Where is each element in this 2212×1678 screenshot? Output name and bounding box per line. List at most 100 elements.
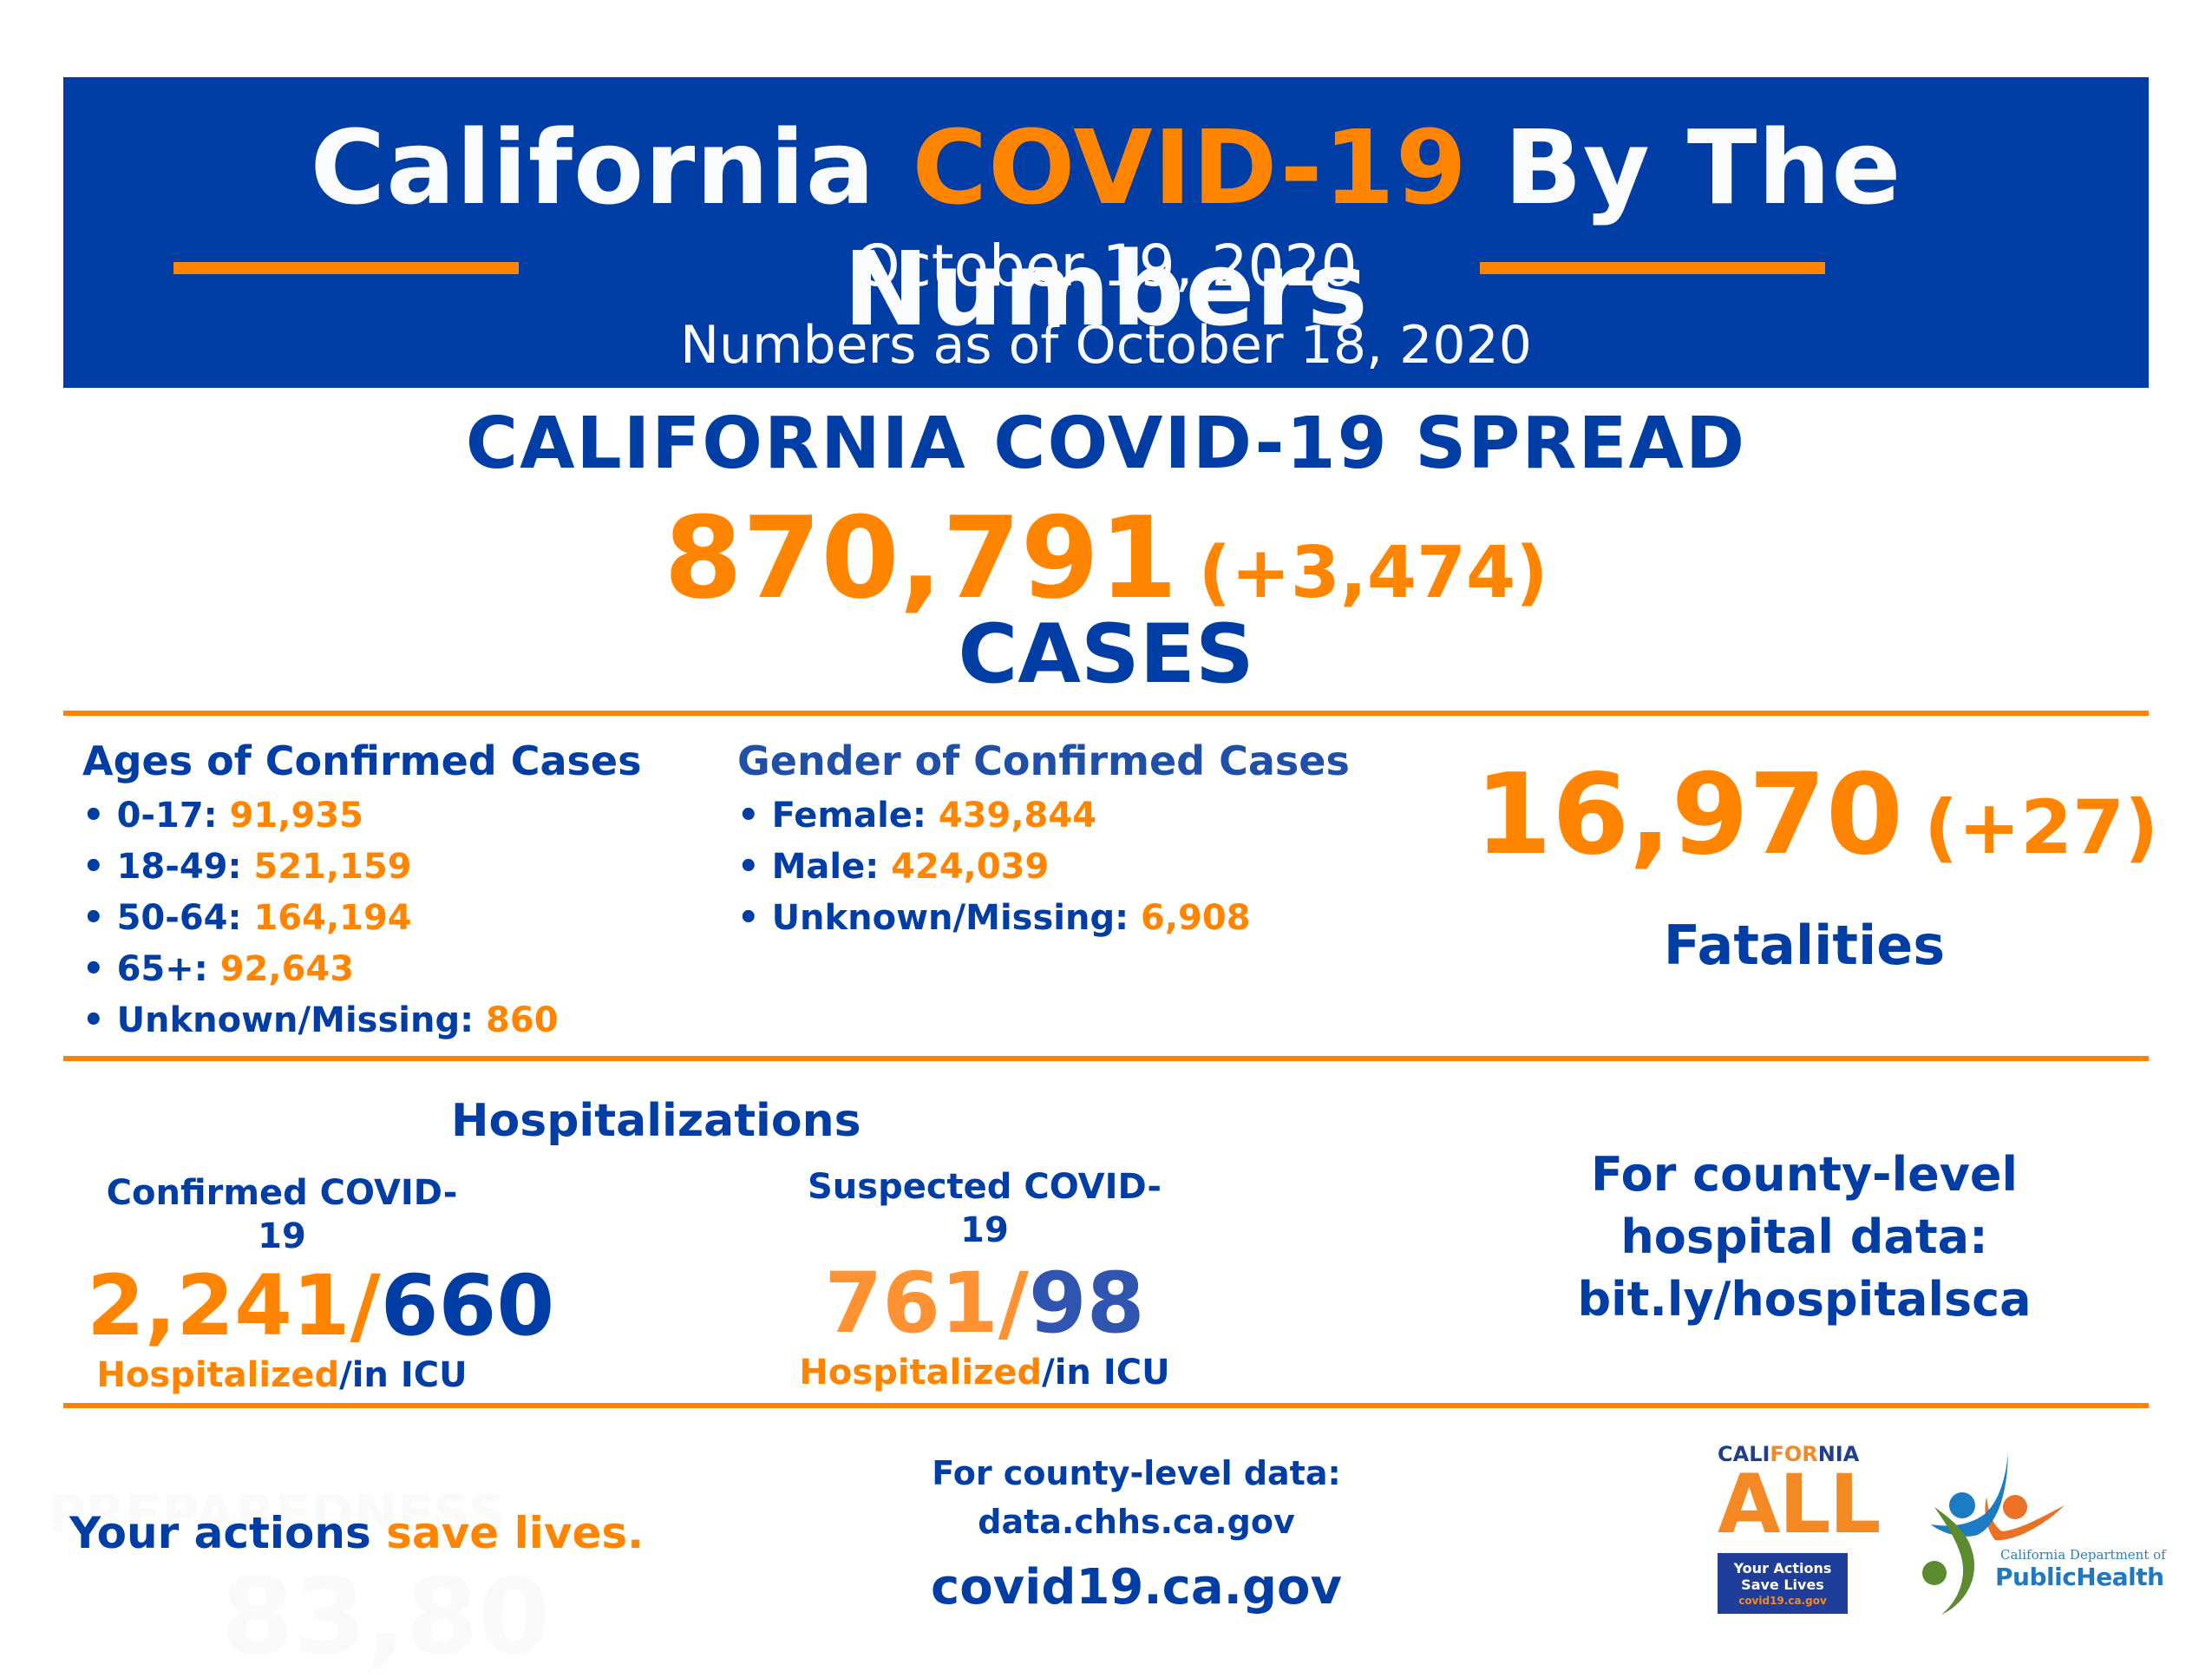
age-label: 65+:	[116, 949, 208, 989]
list-item: • Unknown/Missing: 860	[82, 995, 641, 1046]
wordmark-pre: CALI	[1718, 1442, 1770, 1466]
age-value: 92,643	[219, 949, 355, 989]
confirmed-hospitalizations: Confirmed COVID-19 2,241/660 Hospitalize…	[87, 1171, 554, 1397]
separator: /	[350, 1257, 381, 1354]
box-line2: Save Lives	[1741, 1576, 1824, 1593]
gender-label: Female:	[771, 796, 926, 836]
age-value: 860	[486, 1000, 559, 1040]
fatalities-row: 16,970 (+27)	[1475, 755, 2158, 909]
gender-label: Unknown/Missing:	[771, 898, 1129, 938]
age-label: Unknown/Missing:	[116, 1000, 474, 1040]
tagline-part2: save lives.	[386, 1508, 645, 1558]
gender-section: Gender of Confirmed Cases • Female: 439,8…	[737, 737, 1350, 944]
separator: /	[998, 1255, 1029, 1352]
box-line3: covid19.ca.gov	[1738, 1595, 1827, 1607]
cases-delta: (+3,474)	[1198, 532, 1548, 614]
wordmark-post: NIA	[1817, 1442, 1860, 1466]
wordmark-for: FOR	[1770, 1442, 1818, 1466]
ages-section: Ages of Confirmed Cases • 0-17: 91,935 • 1…	[82, 737, 641, 1046]
bullet-icon: •	[737, 847, 760, 887]
tagline-part1: Your actions	[69, 1508, 371, 1558]
list-item: • 0-17: 91,935	[82, 790, 641, 842]
actions-box: Your Actions Save Lives covid19.ca.gov	[1718, 1553, 1848, 1614]
bullet-icon: •	[82, 1000, 105, 1040]
bullet-icon: •	[82, 898, 105, 938]
county-hospital-url[interactable]: bit.ly/hospitalsca	[1577, 1272, 2032, 1327]
bullet-icon: •	[82, 949, 105, 989]
cdph-line2: PublicHealth	[1995, 1563, 2164, 1591]
california-wordmark: CALIFORNIA	[1718, 1442, 1859, 1466]
confirmed-subtitle: Confirmed COVID-19	[106, 1173, 458, 1256]
header-banner: California COVID-19 By The Numbers Octob…	[63, 77, 2149, 388]
divider-2	[63, 1056, 2149, 1061]
county-hospital-line2: hospital data:	[1620, 1209, 1988, 1264]
bullet-icon: •	[737, 898, 760, 938]
spread-title: CALIFORNIA COVID-19 SPREAD	[465, 403, 1747, 485]
watermark-number: 83,80	[221, 1557, 551, 1678]
legend-hospitalized: Hospitalized	[799, 1353, 1043, 1393]
legend-icu: /in ICU	[1042, 1353, 1170, 1393]
gender-heading: Gender of Confirmed Cases	[737, 737, 1350, 784]
county-hospital-line1: For county-level	[1590, 1147, 2019, 1202]
list-item: • 18-49: 521,159	[82, 842, 641, 893]
suspected-subtitle: Suspected COVID-19	[807, 1167, 1162, 1250]
divider-1	[63, 711, 2149, 716]
list-item: • Unknown/Missing: 6,908	[737, 893, 1350, 944]
cases-label: CASES	[958, 607, 1254, 702]
bullet-icon: •	[737, 796, 760, 836]
age-label: 18-49:	[116, 847, 242, 887]
page-title: California COVID-19 By The Numbers	[63, 107, 2149, 350]
county-data-label: For county-level data:	[932, 1454, 1341, 1492]
age-value: 164,194	[253, 898, 412, 938]
fatalities-total: 16,970	[1475, 751, 1903, 880]
suspected-values: 761/98	[789, 1255, 1180, 1351]
suspected-legend: Hospitalized/in ICU	[789, 1351, 1180, 1394]
report-date: October 19, 2020	[854, 233, 1358, 299]
box-line1: Your Actions	[1733, 1560, 1832, 1576]
hospitalizations-title: Hospitalizations	[451, 1095, 861, 1147]
legend-icu: /in ICU	[339, 1355, 468, 1395]
confirmed-legend: Hospitalized/in ICU	[87, 1354, 477, 1397]
age-value: 91,935	[229, 796, 363, 836]
watermark-text: PREPAREDNESS	[48, 1484, 506, 1544]
confirmed-values: 2,241/660	[87, 1257, 554, 1354]
list-item: • Female: 439,844	[737, 790, 1350, 842]
suspected-icu: 98	[1028, 1255, 1145, 1352]
cdph-logo: California Department of PublicHealth	[1917, 1445, 2177, 1618]
age-label: 0-17:	[116, 796, 218, 836]
bullet-icon: •	[82, 847, 105, 887]
age-label: 50-64:	[116, 898, 242, 938]
gender-list: • Female: 439,844 • Male: 424,039 • Unknown…	[737, 790, 1350, 944]
county-data-link[interactable]: data.chhs.ca.gov	[978, 1503, 1295, 1541]
suspected-hospitalized: 761	[824, 1255, 998, 1352]
county-data: For county-level data: data.chhs.ca.gov	[867, 1449, 1405, 1546]
fatalities-label: Fatalities	[1663, 914, 1946, 977]
gender-label: Male:	[771, 847, 880, 887]
county-hospital-data-link[interactable]: For county-level hospital data: bit.ly/h…	[1544, 1144, 2065, 1331]
age-value: 521,159	[253, 847, 412, 887]
gender-value: 439,844	[938, 796, 1097, 836]
legend-hospitalized: Hospitalized	[96, 1355, 340, 1395]
data-as-of: Numbers as of October 18, 2020	[680, 315, 1532, 376]
ages-list: • 0-17: 91,935 • 18-49: 521,159 • 50-64: 16…	[82, 790, 641, 1046]
cdph-figures-icon	[1922, 1453, 2065, 1615]
bullet-icon: •	[82, 796, 105, 836]
header-rule-right	[1480, 262, 1825, 274]
cases-total: 870,791	[664, 492, 1178, 624]
title-highlight-covid: COVID-19	[912, 108, 1468, 227]
tagline: Your actions save lives.	[69, 1505, 644, 1561]
gender-value: 424,039	[891, 847, 1050, 887]
gender-value: 6,908	[1141, 898, 1251, 938]
list-item: • 65+: 92,643	[82, 944, 641, 995]
title-part-numbers: By The Numbers	[843, 108, 1902, 349]
list-item: • 50-64: 164,194	[82, 893, 641, 944]
title-part-california: California	[310, 108, 876, 227]
divider-3	[63, 1403, 2149, 1408]
cdph-line1: California Department of	[2000, 1547, 2166, 1563]
list-item: • Male: 424,039	[737, 842, 1350, 893]
suspected-hospitalizations: Suspected COVID-19 761/98 Hospitalized/i…	[789, 1165, 1180, 1394]
cases-total-row: 870,791 (+3,474)	[0, 493, 2212, 658]
covid-site-link[interactable]: covid19.ca.gov	[931, 1559, 1342, 1616]
california-for-all-logo: CALIFORNIA ALL Your Actions Save Lives c…	[1718, 1442, 1882, 1614]
fatalities-delta: (+27)	[1923, 784, 2159, 871]
